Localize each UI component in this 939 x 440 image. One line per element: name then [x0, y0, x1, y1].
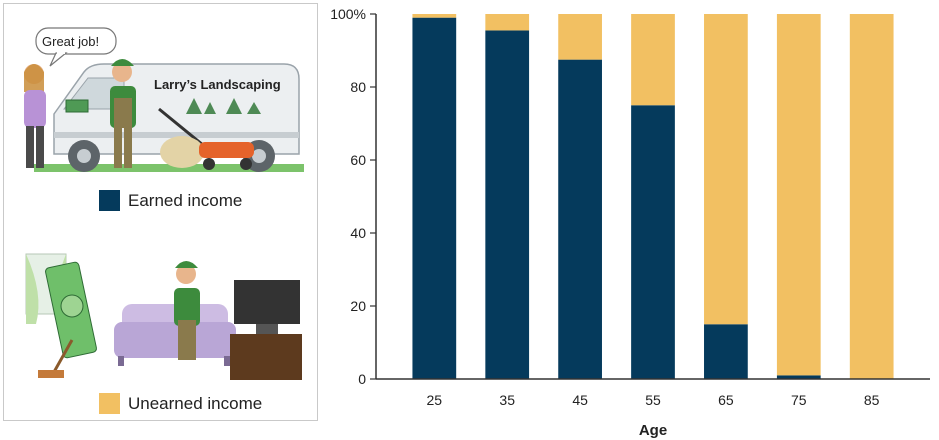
- y-tick-label: 80: [350, 79, 366, 95]
- unearned-bar-age-55: [631, 14, 675, 106]
- y-tick-label: 40: [350, 225, 366, 241]
- earned-bar-age-75: [776, 375, 821, 379]
- y-axis-ticks: 0 20 40 60 80 100%: [330, 6, 376, 387]
- x-axis-ticks: 25 35 45 55 65 75 85: [427, 392, 880, 408]
- bars-group: [412, 14, 894, 380]
- x-tick-label: 65: [718, 392, 734, 408]
- x-axis-title: Age: [639, 422, 667, 439]
- y-tick-label: 20: [350, 298, 366, 314]
- unearned-bar-age-45: [558, 14, 602, 60]
- x-tick-label: 25: [427, 392, 443, 408]
- van-sign: Larry’s Landscaping: [154, 77, 281, 92]
- y-tick-label: 0: [358, 371, 366, 387]
- earned-label: Earned income: [128, 190, 243, 210]
- unearned-bar-age-65: [704, 14, 748, 325]
- legend-item-unearned: Unearned income: [99, 393, 262, 414]
- unearned-swatch: [99, 393, 120, 414]
- earned-swatch: [99, 190, 120, 211]
- speech-bubble-text: Great job!: [42, 34, 99, 49]
- earned-bar-age-55: [631, 105, 675, 379]
- x-tick-label: 35: [499, 392, 515, 408]
- x-tick-label: 55: [645, 392, 661, 408]
- x-tick-label: 75: [791, 392, 807, 408]
- earned-bar-age-35: [485, 30, 530, 380]
- unearned-bar-age-35: [485, 14, 530, 31]
- unearned-income-illustration: [25, 253, 302, 380]
- y-tick-label: 100%: [330, 6, 366, 22]
- earned-bar-age-25: [412, 17, 457, 380]
- income-by-age-chart: 0 20 40 60 80 100% 25 35 45 55 65 75 85 Age: [330, 6, 930, 439]
- unearned-label: Unearned income: [128, 393, 263, 413]
- earned-bar-age-45: [558, 59, 602, 379]
- unearned-bar-age-25: [412, 14, 457, 18]
- earned-income-illustration: Larry’s Landscaping Great job!: [24, 27, 304, 172]
- unearned-bar-age-75: [776, 14, 821, 376]
- legend-item-earned: Earned income: [99, 190, 242, 211]
- legend-panel: Larry’s Landscaping Great job!: [3, 3, 318, 421]
- y-tick-label: 60: [350, 152, 366, 168]
- x-tick-label: 45: [572, 392, 588, 408]
- x-tick-label: 85: [864, 392, 880, 408]
- unearned-bar-age-85: [849, 14, 894, 379]
- earned-bar-age-65: [704, 324, 748, 379]
